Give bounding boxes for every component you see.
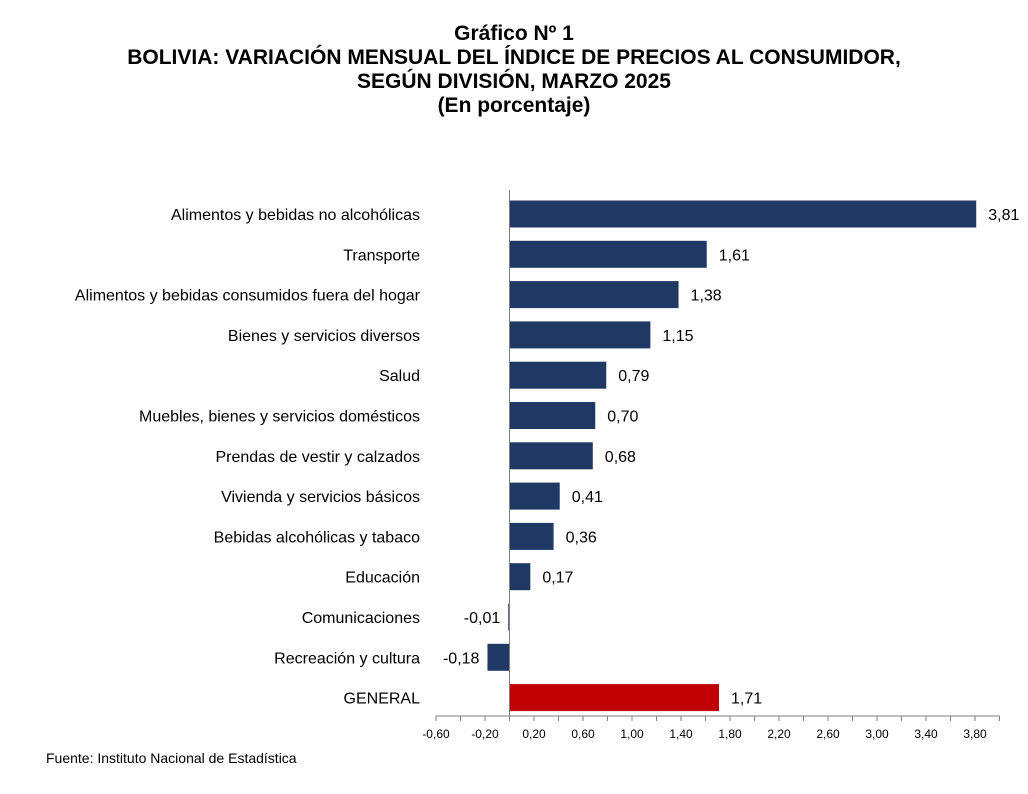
category-label: Alimentos y bebidas no alcohólicas [171, 207, 420, 224]
category-label: Alimentos y bebidas consumidos fuera del… [75, 288, 421, 305]
category-label: Educación [345, 570, 420, 587]
value-label: 0,79 [618, 368, 649, 385]
category-label: Comunicaciones [302, 610, 420, 627]
chart-title-line3: SEGÚN DIVISIÓN, MARZO 2025 [357, 70, 671, 93]
bar [508, 603, 510, 631]
value-label: 0,68 [605, 449, 636, 466]
category-label: Muebles, bienes y servicios domésticos [139, 409, 420, 426]
x-tick-label: 2,60 [816, 727, 840, 741]
value-label: -0,01 [464, 610, 501, 627]
bar [509, 684, 719, 712]
value-label: 1,15 [662, 328, 693, 345]
category-label: Bebidas alcohólicas y tabaco [214, 529, 420, 546]
value-label: 0,17 [542, 570, 573, 587]
bar [509, 522, 554, 550]
category-label: GENERAL [344, 691, 421, 708]
bar [509, 240, 707, 268]
chart-title-line1: Gráfico Nº 1 [454, 22, 574, 45]
bar [509, 482, 560, 510]
bar [509, 281, 679, 309]
category-label: Prendas de vestir y calzados [215, 449, 420, 466]
chart-title-block: Gráfico Nº 1 BOLIVIA: VARIACIÓN MENSUAL … [0, 22, 1028, 118]
x-tick-label: 1,80 [718, 727, 742, 741]
value-label: 0,70 [607, 409, 638, 426]
bar [509, 200, 977, 228]
category-label: Transporte [343, 247, 420, 264]
bar [509, 361, 607, 389]
value-label: 1,71 [731, 691, 762, 708]
bar [487, 643, 510, 671]
value-label: 1,38 [691, 288, 722, 305]
x-tick-label: 1,40 [669, 727, 693, 741]
bar [509, 563, 531, 591]
x-tick-label: 2,20 [767, 727, 791, 741]
value-label: 0,36 [566, 529, 597, 546]
x-tick-label: 3,00 [865, 727, 889, 741]
category-label: Bienes y servicios diversos [228, 328, 420, 345]
x-tick-label: -0,60 [422, 727, 450, 741]
value-label: 1,61 [719, 247, 750, 264]
bar [509, 321, 651, 349]
chart-title-line2: BOLIVIA: VARIACIÓN MENSUAL DEL ÍNDICE DE… [127, 46, 901, 69]
x-tick-label: 1,00 [620, 727, 644, 741]
x-tick-label: 0,20 [522, 727, 546, 741]
bar [509, 402, 596, 429]
value-label: -0,18 [443, 650, 480, 667]
category-label: Vivienda y servicios básicos [221, 489, 420, 506]
bar [509, 442, 593, 470]
x-tick-label: -0,20 [471, 727, 499, 741]
value-label: 0,41 [572, 489, 603, 506]
x-tick-label: 3,40 [914, 727, 938, 741]
source-note: Fuente: Instituto Nacional de Estadístic… [46, 750, 297, 766]
category-label: Salud [379, 368, 420, 385]
value-label: 3,81 [988, 207, 1019, 224]
x-tick-label: 0,60 [571, 727, 595, 741]
x-tick-label: 3,80 [963, 727, 987, 741]
category-label: Recreación y cultura [274, 650, 420, 667]
chart-subtitle: (En porcentaje) [437, 94, 591, 117]
